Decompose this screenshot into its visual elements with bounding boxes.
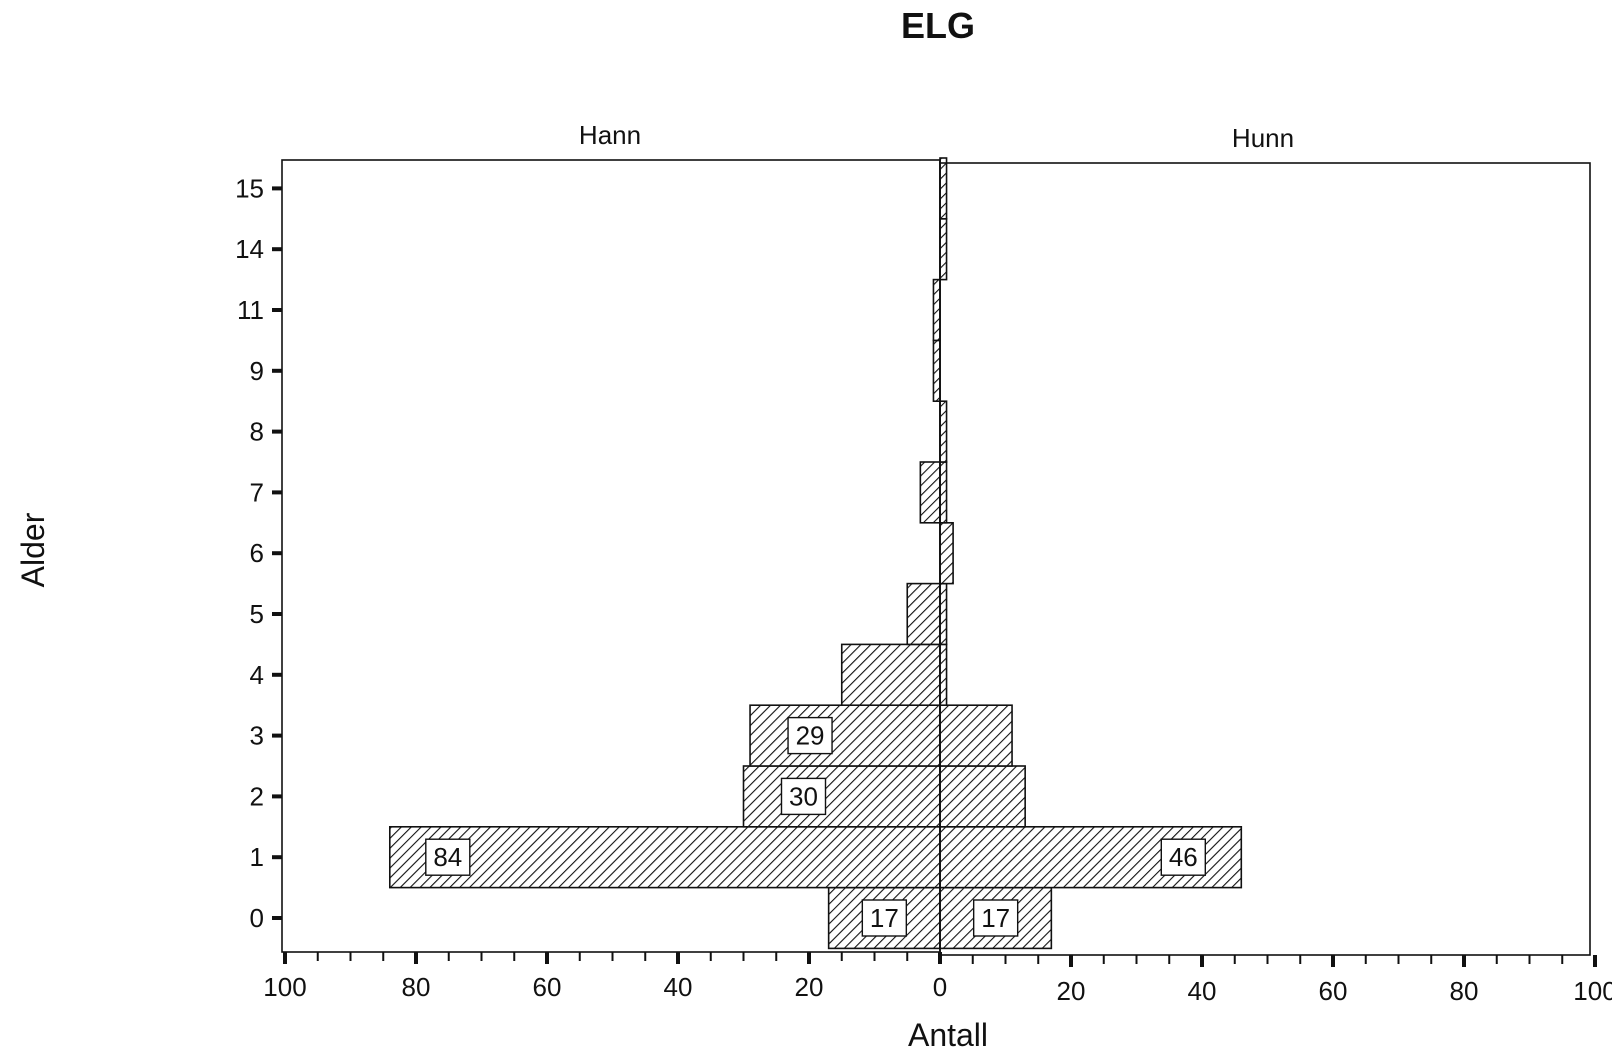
data-label-text-hunn-1: 46 xyxy=(1169,842,1198,872)
bar-hunn-age-7 xyxy=(939,461,948,524)
y-axis-label: Alder xyxy=(15,512,51,587)
y-tick-label-1: 1 xyxy=(250,842,264,872)
bar-hunn-age-15 xyxy=(939,157,948,220)
data-label-hunn-0: 17 xyxy=(972,899,1019,937)
bar-hann-age-5 xyxy=(906,582,941,646)
y-axis: 0 1 2 3 4 5 6 7 8 9 11 14 15 xyxy=(235,173,282,933)
bar-hann-age-11 xyxy=(932,278,941,342)
data-label-hann-1: 84 xyxy=(425,838,471,876)
panel-label-hunn: Hunn xyxy=(1232,123,1294,153)
y-tick-label-6: 6 xyxy=(250,538,264,568)
bar-hann-age-1 xyxy=(388,825,941,889)
x-tick-label-left-0: 0 xyxy=(933,972,947,1002)
bar-hann-age-9 xyxy=(932,339,941,402)
chart-title: ELG xyxy=(901,5,975,46)
data-label-text-hann-2: 30 xyxy=(789,781,818,811)
bar-hann-age-4 xyxy=(840,643,941,707)
x-tick-label-right-60: 60 xyxy=(1319,976,1348,1006)
x-tick-label-right-100: 100 xyxy=(1573,976,1612,1006)
y-tick-label-11: 11 xyxy=(237,295,264,325)
bar-hunn-age-2 xyxy=(939,765,1026,828)
bar-hann-age-7 xyxy=(919,461,941,524)
data-label-hann-2: 30 xyxy=(780,777,827,816)
y-tick-label-5: 5 xyxy=(250,599,264,629)
bar-hunn-age-14 xyxy=(939,218,948,281)
x-tick-label-left-100: 100 xyxy=(263,972,306,1002)
y-tick-label-14: 14 xyxy=(235,234,264,264)
data-label-box-hunn-1 xyxy=(1160,838,1207,876)
y-tick-label-0: 0 xyxy=(250,903,264,933)
panel-label-hann: Hann xyxy=(579,120,641,150)
bar-hunn-age-8 xyxy=(939,400,948,463)
data-label-hann-3: 29 xyxy=(787,716,833,755)
data-label-text-hann-3: 29 xyxy=(796,721,825,751)
plot-frames xyxy=(281,159,1591,956)
x-tick-label-left-40: 40 xyxy=(664,972,693,1002)
y-tick-label-3: 3 xyxy=(250,721,264,751)
y-tick-label-9: 9 xyxy=(250,356,264,386)
x-axis-label: Antall xyxy=(908,1017,988,1053)
data-label-text-hann-1: 84 xyxy=(433,842,462,872)
bar-hann-age-3 xyxy=(749,704,941,767)
y-tick-label-8: 8 xyxy=(250,417,264,447)
bar-hunn-age-4 xyxy=(939,643,948,707)
x-tick-label-left-20: 20 xyxy=(795,972,824,1002)
x-tick-label-right-20: 20 xyxy=(1057,976,1086,1006)
data-label-text-hunn-0: 17 xyxy=(981,903,1010,933)
data-label-hann-0: 17 xyxy=(861,899,908,937)
data-label-box-hann-3 xyxy=(787,716,833,755)
bar-hunn-age-6 xyxy=(939,521,954,585)
x-tick-label-right-80: 80 xyxy=(1450,976,1479,1006)
x-tick-label-left-80: 80 xyxy=(402,972,431,1002)
data-label-box-hann-1 xyxy=(425,838,471,876)
data-labels-layer: 17 84 30 29 17 46 xyxy=(425,716,1207,937)
bar-hunn-age-5 xyxy=(939,582,948,646)
bar-hann-age-2 xyxy=(742,765,941,828)
y-tick-label-7: 7 xyxy=(250,477,264,507)
x-axis: 100 80 60 40 20 0 20 40 60 80 100 xyxy=(263,952,1612,1006)
data-label-box-hunn-0 xyxy=(972,899,1019,937)
data-label-box-hann-2 xyxy=(780,777,827,816)
x-tick-label-right-40: 40 xyxy=(1188,976,1217,1006)
data-label-text-hann-0: 17 xyxy=(870,903,899,933)
x-tick-label-left-60: 60 xyxy=(533,972,562,1002)
bars-layer xyxy=(388,157,1243,950)
data-label-box-hann-0 xyxy=(861,899,908,937)
y-tick-label-2: 2 xyxy=(250,781,264,811)
data-label-hunn-1: 46 xyxy=(1160,838,1207,876)
y-tick-label-4: 4 xyxy=(250,660,264,690)
bar-hunn-age-3 xyxy=(939,704,1013,767)
y-tick-label-15: 15 xyxy=(235,173,264,203)
